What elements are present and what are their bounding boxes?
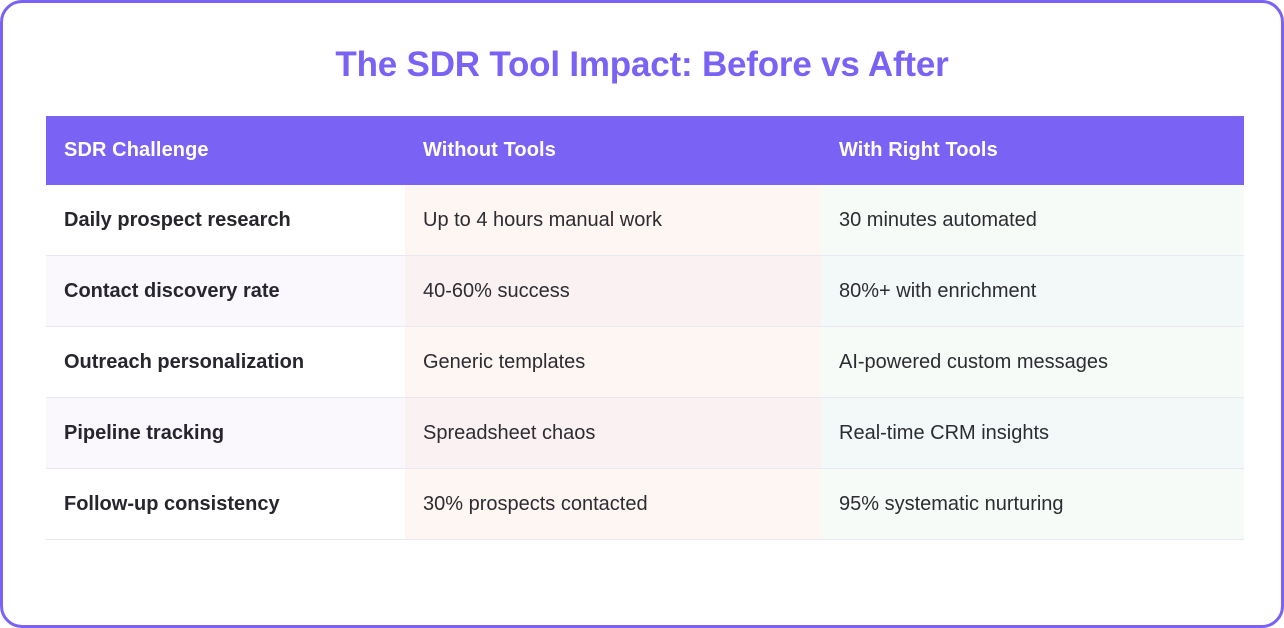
cell-with-right-tools: Real-time CRM insights bbox=[821, 397, 1244, 469]
cell-challenge: Follow-up consistency bbox=[46, 468, 405, 540]
cell-challenge: Pipeline tracking bbox=[46, 397, 405, 469]
cell-with-right-tools: 30 minutes automated bbox=[821, 185, 1244, 256]
column-header-without-tools: Without Tools bbox=[405, 116, 821, 185]
column-header-with-right-tools: With Right Tools bbox=[821, 116, 1244, 185]
comparison-table-container: SDR Challenge Without Tools With Right T… bbox=[46, 116, 1244, 540]
table-header: SDR Challenge Without Tools With Right T… bbox=[46, 116, 1244, 185]
cell-with-right-tools: 80%+ with enrichment bbox=[821, 255, 1244, 327]
table-row: Follow-up consistency 30% prospects cont… bbox=[46, 468, 1244, 540]
table-body: Daily prospect research Up to 4 hours ma… bbox=[46, 185, 1244, 540]
cell-challenge: Contact discovery rate bbox=[46, 255, 405, 327]
table-row: Outreach personalization Generic templat… bbox=[46, 326, 1244, 398]
table-header-row: SDR Challenge Without Tools With Right T… bbox=[46, 116, 1244, 185]
cell-challenge: Outreach personalization bbox=[46, 326, 405, 398]
cell-with-right-tools: AI-powered custom messages bbox=[821, 326, 1244, 398]
cell-without-tools: Generic templates bbox=[405, 326, 821, 398]
cell-without-tools: Up to 4 hours manual work bbox=[405, 185, 821, 256]
cell-with-right-tools: 95% systematic nurturing bbox=[821, 468, 1244, 540]
comparison-table: SDR Challenge Without Tools With Right T… bbox=[46, 116, 1244, 540]
table-row: Daily prospect research Up to 4 hours ma… bbox=[46, 185, 1244, 256]
cell-challenge: Daily prospect research bbox=[46, 185, 405, 256]
table-row: Pipeline tracking Spreadsheet chaos Real… bbox=[46, 397, 1244, 469]
cell-without-tools: 40-60% success bbox=[405, 255, 821, 327]
cell-without-tools: 30% prospects contacted bbox=[405, 468, 821, 540]
table-row: Contact discovery rate 40-60% success 80… bbox=[46, 255, 1244, 327]
page-title: The SDR Tool Impact: Before vs After bbox=[335, 45, 949, 84]
column-header-challenge: SDR Challenge bbox=[46, 116, 405, 185]
cell-without-tools: Spreadsheet chaos bbox=[405, 397, 821, 469]
